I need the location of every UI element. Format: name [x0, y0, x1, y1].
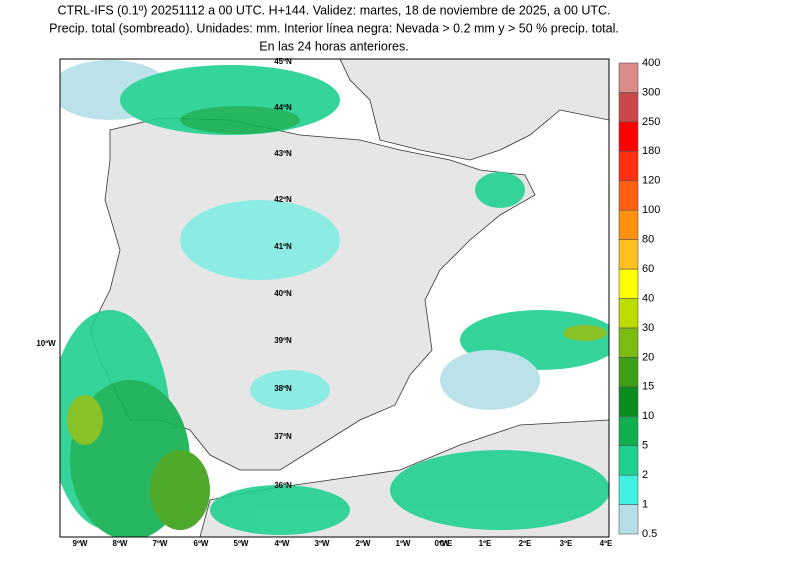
colorbar-label: 120 [642, 175, 660, 187]
lat-label: 38ºN [274, 384, 292, 393]
lon-label: 8ºW [113, 539, 128, 548]
colorbar-box [618, 298, 639, 329]
colorbar-box [618, 180, 639, 211]
colorbar: 0.5 1 2 5 10 15 20 30 40 60 80 100 120 180 250 300 400 [618, 57, 660, 540]
colorbar-label: 15 [642, 381, 654, 393]
lon-label: 7ºW [153, 539, 168, 548]
colorbar-label: 20 [642, 351, 654, 363]
lat-label: 44ºN [274, 103, 292, 112]
colorbar-box [618, 357, 639, 388]
colorbar-label: 80 [642, 234, 654, 246]
colorbar-label: 180 [642, 145, 660, 157]
lat-label: 41ºN [274, 242, 292, 251]
colorbar-label: 40 [642, 292, 654, 304]
lon-label: 0ºE [440, 539, 453, 548]
colorbar-box [618, 474, 639, 505]
colorbar-label: 300 [642, 86, 660, 98]
lon-label: 9ºW [73, 539, 88, 548]
header-line: En las 24 horas anteriores. [259, 39, 408, 53]
header-line: CTRL-IFS (0.1º) 20251112 a 00 UTC. H+144… [57, 3, 610, 17]
lon-label: 4ºW [275, 539, 290, 548]
lon-label: 5ºW [234, 539, 249, 548]
colorbar-label: 1 [642, 498, 648, 510]
colorbar-box [618, 121, 639, 152]
colorbar-box [618, 327, 639, 358]
colorbar-label: 10 [642, 410, 654, 422]
lat-label: 45ºN [274, 57, 292, 66]
colorbar-box [618, 386, 639, 417]
colorbar-label: 0.5 [642, 528, 657, 540]
colorbar-box [618, 415, 639, 446]
lon-label: 3ºE [560, 539, 573, 548]
colorbar-box [618, 62, 639, 93]
colorbar-label: 60 [642, 263, 654, 275]
colorbar-box [618, 92, 639, 123]
colorbar-box [618, 504, 639, 535]
lat-label: 42ºN [274, 195, 292, 204]
lon-label: 6ºW [194, 539, 209, 548]
lat-label: 36ºN [274, 481, 292, 490]
lat-label: 37ºN [274, 432, 292, 441]
colorbar-label: 400 [642, 57, 660, 69]
lon-label: 0ºW [435, 539, 450, 548]
lon-label: 3ºW [315, 539, 330, 548]
colorbar-box [618, 239, 639, 270]
header-line: Precip. total (sombreado). Unidades: mm.… [49, 21, 619, 35]
colorbar-label: 250 [642, 116, 660, 128]
colorbar-label: 5 [642, 440, 648, 452]
colorbar-box [618, 151, 639, 182]
side-label: 10ºW [36, 339, 56, 348]
lon-label: 4ºE [600, 539, 613, 548]
colorbar-box [618, 268, 639, 299]
lat-label: 40ºN [274, 289, 292, 298]
colorbar-label: 100 [642, 204, 660, 216]
lon-label: 1ºE [479, 539, 492, 548]
colorbar-label: 30 [642, 322, 654, 334]
colorbar-box [618, 445, 639, 476]
lat-label: 39ºN [274, 336, 292, 345]
colorbar-box [618, 209, 639, 240]
map: 45ºN 44ºN 43ºN 42ºN 41ºN 40ºN 39ºN 38ºN … [36, 57, 613, 548]
lon-label: 2ºE [519, 539, 532, 548]
lat-label: 43ºN [274, 149, 292, 158]
lon-label: 1ºW [396, 539, 411, 548]
colorbar-label: 2 [642, 469, 648, 481]
lon-label: 2ºW [356, 539, 371, 548]
